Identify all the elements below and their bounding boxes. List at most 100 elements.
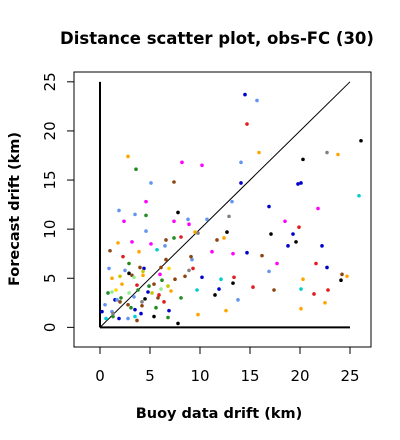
data-point — [111, 311, 115, 316]
data-point — [217, 287, 221, 291]
x-tick-label: 20 — [290, 367, 309, 385]
data-point — [141, 269, 145, 274]
data-point — [172, 219, 176, 224]
data-point — [106, 291, 110, 295]
data-point — [245, 122, 249, 126]
data-point — [133, 307, 137, 312]
data-point — [320, 244, 324, 248]
data-point — [227, 214, 231, 219]
data-point — [267, 204, 271, 209]
data-point — [123, 268, 127, 273]
data-point — [164, 257, 168, 262]
data-point — [139, 311, 143, 316]
y-axis-label: Forecast drift (km) — [7, 132, 23, 286]
data-point — [301, 157, 305, 162]
chart-title: Distance scatter plot, obs-FC (30) — [60, 29, 374, 48]
data-point — [108, 248, 112, 253]
y-tick-label: 10 — [41, 220, 59, 239]
data-point — [147, 284, 151, 288]
data-point — [118, 274, 122, 279]
data-point — [142, 266, 146, 271]
data-point — [325, 150, 329, 155]
y-tick-label: 5 — [41, 273, 59, 283]
data-point — [116, 241, 120, 245]
data-point — [159, 287, 163, 291]
y-tick-label: 15 — [41, 170, 59, 189]
data-point — [190, 257, 194, 262]
data-point — [325, 265, 329, 270]
identity-line — [99, 81, 351, 328]
data-point — [225, 230, 229, 234]
data-point — [126, 302, 130, 307]
data-point — [272, 288, 276, 292]
data-point — [127, 261, 131, 266]
data-point — [215, 238, 219, 242]
data-point — [152, 282, 156, 286]
data-point — [129, 305, 133, 310]
data-point — [127, 271, 131, 276]
data-point — [169, 289, 173, 293]
y-tick-label: 20 — [41, 121, 59, 140]
data-point — [140, 300, 144, 304]
data-point — [336, 152, 340, 157]
data-point — [260, 253, 264, 258]
x-axis-label: Buoy data drift (km) — [136, 406, 303, 422]
data-point — [231, 281, 235, 285]
data-point — [140, 303, 144, 308]
data-point — [232, 275, 236, 280]
data-point — [296, 182, 300, 186]
data-point — [137, 249, 141, 254]
data-point — [144, 199, 148, 204]
data-point — [299, 306, 303, 311]
y-axis: 0 5 10 15 20 25 — [41, 72, 75, 332]
x-tick-label: 25 — [340, 367, 359, 385]
data-point — [162, 300, 166, 304]
data-point — [134, 167, 138, 172]
data-point — [179, 235, 183, 239]
data-point — [326, 288, 330, 292]
data-point — [104, 316, 108, 321]
data-point — [166, 284, 170, 288]
data-point — [107, 266, 111, 271]
data-point — [159, 265, 163, 270]
data-point — [172, 236, 176, 240]
data-point — [186, 217, 190, 222]
data-point — [163, 244, 167, 248]
data-point — [323, 301, 327, 305]
data-point — [160, 278, 164, 283]
data-point — [275, 261, 279, 266]
data-point — [146, 290, 150, 294]
data-point — [200, 163, 204, 168]
data-point — [269, 232, 273, 236]
data-point — [196, 231, 200, 235]
x-tick-label: 15 — [240, 367, 259, 385]
data-point — [155, 247, 159, 252]
data-point — [314, 261, 318, 266]
data-point — [132, 275, 136, 280]
data-point — [119, 296, 123, 300]
data-point — [219, 277, 223, 282]
data-point — [149, 242, 153, 246]
data-point — [251, 285, 255, 289]
data-point — [103, 302, 107, 307]
data-point — [299, 287, 303, 291]
data-point — [158, 272, 162, 277]
data-point — [357, 193, 361, 198]
data-point — [255, 98, 259, 103]
data-point — [299, 181, 303, 185]
data-point — [166, 315, 170, 320]
data-point — [117, 208, 121, 213]
data-point — [135, 283, 139, 287]
x-tick-label: 0 — [95, 367, 105, 385]
data-point — [316, 206, 320, 211]
data-point — [312, 292, 316, 296]
data-point — [239, 160, 243, 165]
data-point — [179, 296, 183, 300]
data-point — [210, 249, 214, 254]
data-point — [115, 298, 119, 302]
y-tick-label: 25 — [41, 72, 59, 91]
data-point — [213, 293, 217, 297]
data-point — [291, 232, 295, 236]
data-point — [301, 277, 305, 282]
